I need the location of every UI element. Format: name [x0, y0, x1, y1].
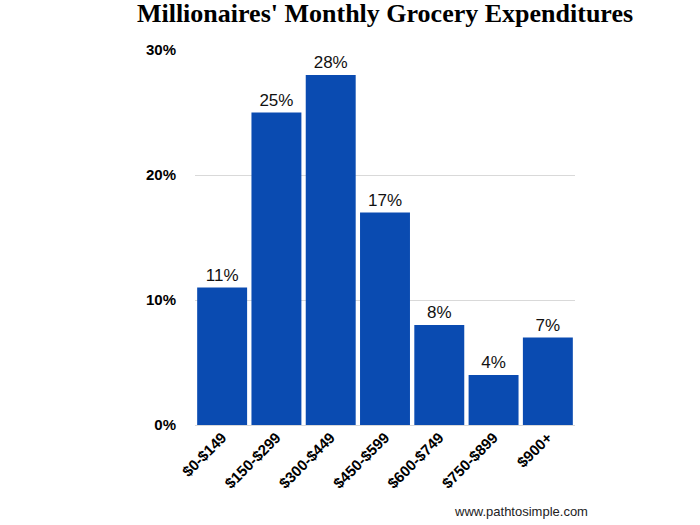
- svg-text:7%: 7%: [536, 316, 561, 335]
- svg-text:$900+: $900+: [513, 429, 555, 471]
- svg-text:$750-$899: $750-$899: [438, 429, 501, 492]
- svg-text:30%: 30%: [146, 41, 176, 58]
- svg-text:11%: 11%: [206, 266, 239, 285]
- svg-text:8%: 8%: [427, 303, 452, 322]
- svg-text:10%: 10%: [146, 291, 176, 308]
- svg-text:17%: 17%: [368, 191, 402, 210]
- svg-text:4%: 4%: [481, 353, 506, 372]
- svg-text:0%: 0%: [154, 416, 176, 433]
- svg-text:$450-$599: $450-$599: [330, 429, 393, 492]
- svg-text:www.pathtosimple.com: www.pathtosimple.com: [454, 504, 588, 519]
- svg-text:25%: 25%: [259, 91, 293, 110]
- svg-text:28%: 28%: [314, 53, 348, 72]
- svg-text:$150-$299: $150-$299: [221, 429, 284, 492]
- svg-text:$600-$749: $600-$749: [384, 429, 447, 492]
- svg-text:20%: 20%: [146, 166, 176, 183]
- svg-text:$300-$449: $300-$449: [275, 429, 338, 492]
- svg-text:$0-$149: $0-$149: [179, 429, 230, 480]
- svg-text:Millionaires' Monthly Grocery: Millionaires' Monthly Grocery Expenditur…: [137, 0, 633, 28]
